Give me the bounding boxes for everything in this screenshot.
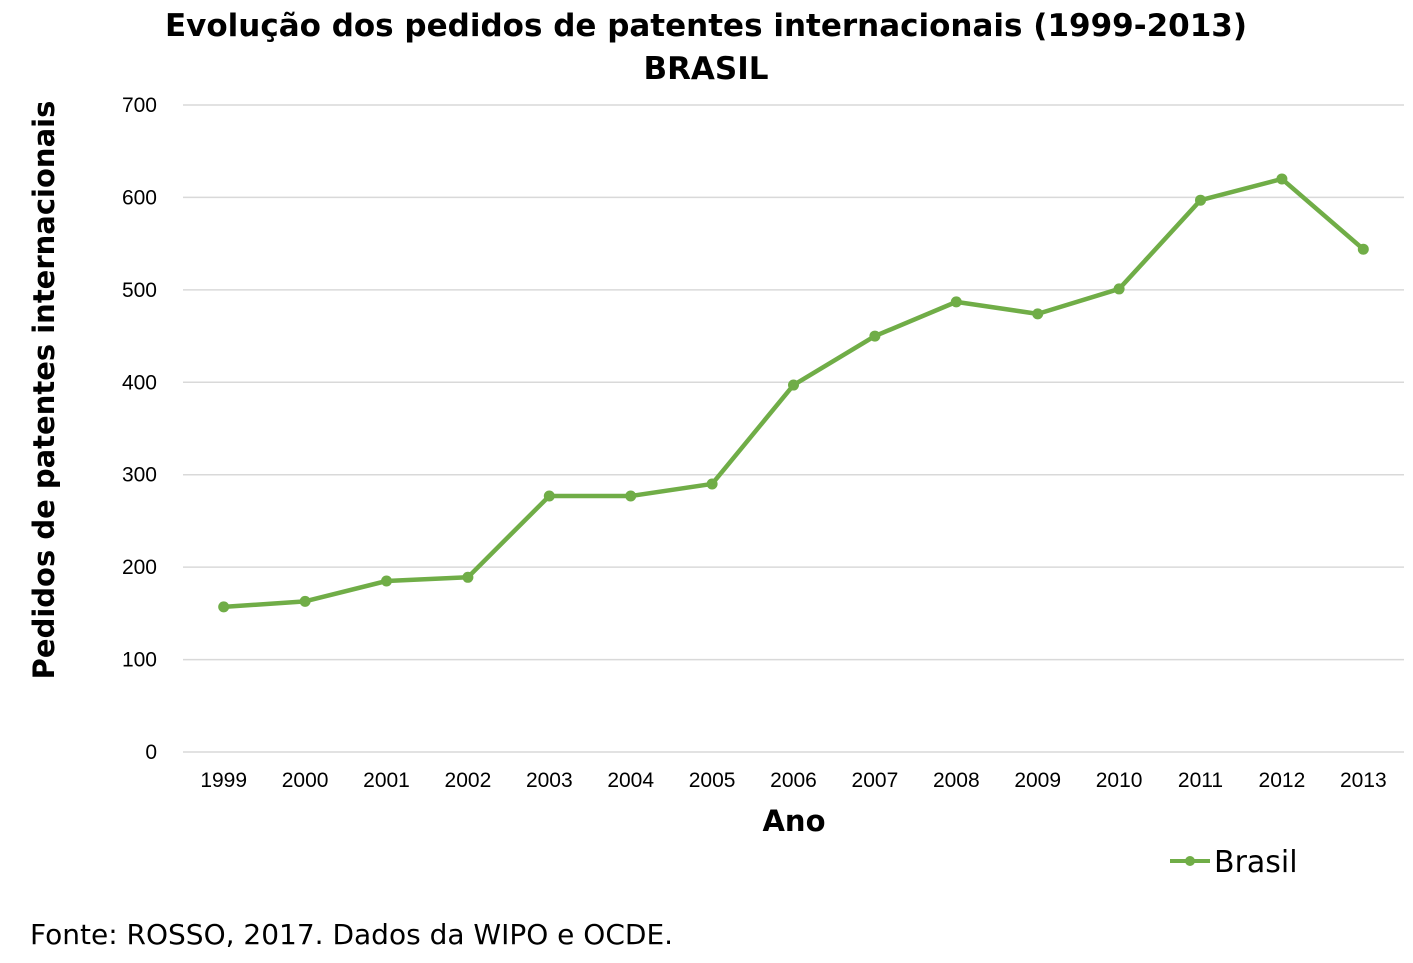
data-point bbox=[543, 490, 555, 502]
x-tick-label: 2001 bbox=[363, 769, 410, 792]
data-point bbox=[788, 379, 799, 391]
x-tick-label: 2006 bbox=[770, 769, 817, 792]
y-axis-ticks: 0 100 200 300 400 500 600 700 bbox=[122, 94, 157, 764]
gridlines bbox=[183, 104, 1404, 753]
y-tick-label: 600 bbox=[122, 186, 157, 209]
data-point bbox=[1357, 243, 1369, 255]
x-tick-label: 1999 bbox=[200, 769, 247, 792]
series-line bbox=[223, 176, 1365, 610]
data-point bbox=[1113, 283, 1125, 295]
data-point bbox=[299, 595, 311, 607]
data-point bbox=[950, 296, 962, 308]
y-axis-title: Pedidos de patentes internacionais bbox=[27, 101, 61, 680]
chart-subtitle: BRASIL bbox=[643, 51, 768, 87]
data-point bbox=[1276, 173, 1288, 185]
y-tick-label: 300 bbox=[122, 464, 157, 487]
legend: Brasil bbox=[1170, 845, 1298, 880]
legend-marker-brasil bbox=[1185, 856, 1195, 866]
data-point bbox=[381, 575, 392, 587]
x-tick-label: 2009 bbox=[1014, 769, 1061, 792]
x-axis-ticks: 1999 2000 2001 2002 2003 2004 2005 2006 2007 2008… bbox=[200, 769, 1386, 792]
x-tick-label: 2002 bbox=[445, 769, 492, 792]
chart-title: Evolução dos pedidos de patentes interna… bbox=[165, 8, 1247, 44]
x-tick-label: 2012 bbox=[1259, 769, 1306, 792]
series-brasil bbox=[218, 173, 1369, 613]
data-point bbox=[1195, 194, 1206, 206]
data-point bbox=[218, 601, 230, 613]
x-axis-title: Ano bbox=[762, 804, 825, 838]
data-point bbox=[869, 330, 881, 342]
data-point bbox=[625, 490, 637, 502]
x-tick-label: 2013 bbox=[1340, 769, 1387, 792]
data-point bbox=[706, 478, 718, 490]
y-tick-label: 200 bbox=[122, 556, 157, 579]
legend-label-brasil: Brasil bbox=[1214, 845, 1298, 880]
y-tick-label: 700 bbox=[122, 94, 157, 117]
x-tick-label: 2004 bbox=[607, 769, 654, 792]
x-tick-label: 2000 bbox=[282, 769, 329, 792]
y-tick-label: 400 bbox=[122, 371, 157, 394]
x-tick-label: 2008 bbox=[933, 769, 980, 792]
y-tick-label: 100 bbox=[122, 649, 157, 672]
y-tick-label: 500 bbox=[122, 279, 157, 302]
x-tick-label: 2011 bbox=[1178, 769, 1223, 792]
source-note: Fonte: ROSSO, 2017. Dados da WIPO e OCDE… bbox=[30, 918, 674, 951]
x-tick-label: 2005 bbox=[689, 769, 736, 792]
data-point bbox=[1032, 308, 1044, 320]
y-tick-label: 0 bbox=[145, 741, 157, 764]
x-tick-label: 2007 bbox=[852, 769, 899, 792]
x-tick-label: 2010 bbox=[1096, 769, 1143, 792]
x-tick-label: 2003 bbox=[526, 769, 573, 792]
data-point bbox=[462, 571, 474, 583]
